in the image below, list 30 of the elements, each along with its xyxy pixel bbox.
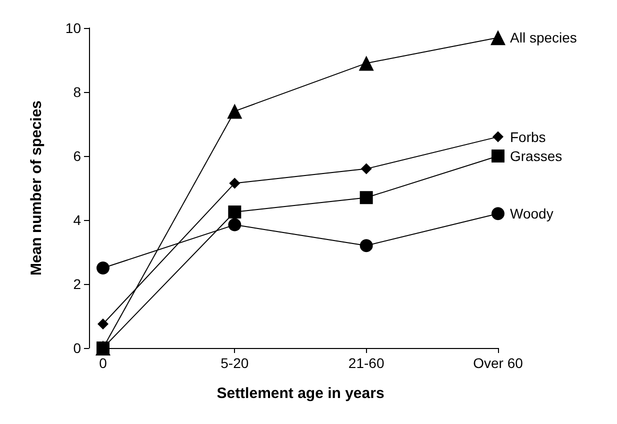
series-label: Grasses bbox=[510, 148, 562, 164]
point bbox=[360, 191, 373, 204]
point bbox=[228, 218, 242, 232]
series-label: Forbs bbox=[510, 128, 546, 145]
x-tick-label: Over 60 bbox=[473, 355, 524, 371]
y-tick-label: 0 bbox=[73, 340, 82, 356]
y-tick-label: 6 bbox=[73, 148, 82, 164]
series-label: All species bbox=[510, 30, 577, 46]
point bbox=[227, 104, 242, 119]
point bbox=[492, 150, 504, 162]
point bbox=[360, 239, 373, 252]
y-tick-label: 10 bbox=[65, 20, 82, 36]
x-tick-label: 21-60 bbox=[348, 355, 384, 371]
point bbox=[228, 206, 242, 218]
point bbox=[96, 262, 110, 274]
point bbox=[492, 207, 504, 220]
y-axis-title: Mean number of species bbox=[28, 100, 45, 276]
point bbox=[360, 163, 372, 174]
point bbox=[492, 131, 504, 142]
point bbox=[229, 178, 240, 189]
point bbox=[490, 30, 506, 46]
y-tick-label: 4 bbox=[73, 212, 82, 228]
y-tick-label: 8 bbox=[73, 84, 82, 100]
x-axis-title: Settlement age in years bbox=[216, 385, 384, 402]
x-tick-label: 5-20 bbox=[220, 355, 249, 371]
point bbox=[98, 318, 108, 330]
y-tick-label: 2 bbox=[73, 276, 82, 292]
series-label: Woody bbox=[510, 206, 554, 222]
x-tick-label: 0 bbox=[99, 355, 108, 371]
point bbox=[358, 56, 374, 71]
